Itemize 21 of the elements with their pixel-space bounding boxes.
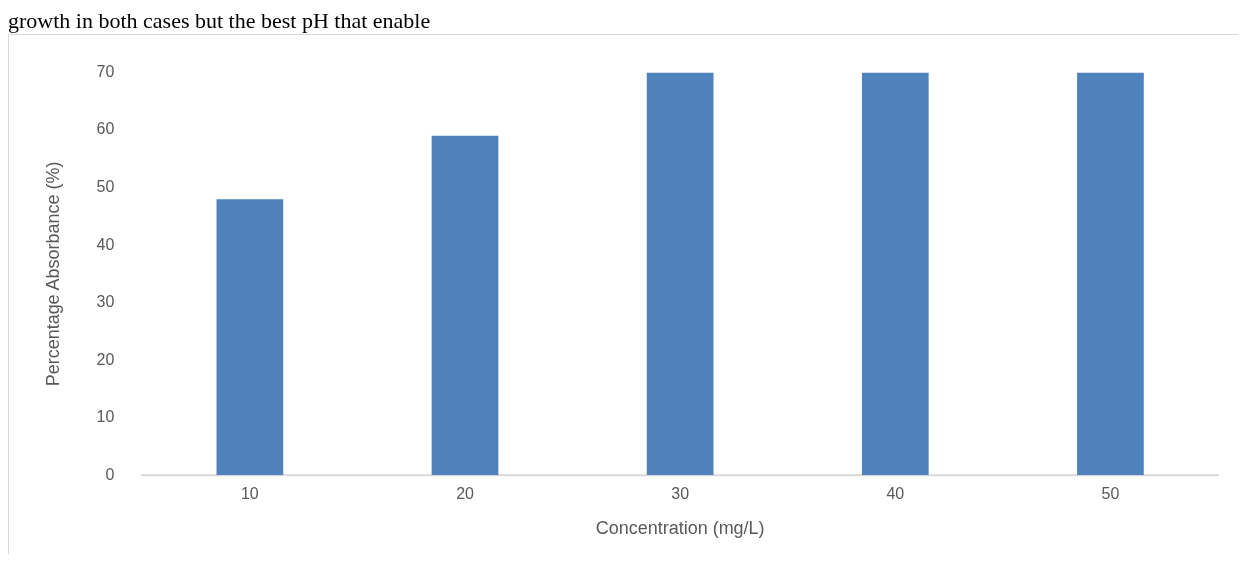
y-tick-label: 0 (105, 465, 115, 483)
x-tick-label: 50 (1101, 485, 1120, 503)
bar (861, 72, 929, 476)
y-tick-label: 50 (96, 178, 115, 196)
y-tick-label: 10 (96, 408, 115, 426)
y-tick-label: 70 (96, 62, 115, 80)
bar (431, 135, 499, 476)
x-tick-label: 20 (456, 485, 475, 503)
y-tick-label: 30 (96, 293, 115, 311)
y-tick-label: 60 (96, 120, 115, 138)
y-tick-label: 20 (96, 350, 115, 368)
x-tick-label: 30 (671, 485, 690, 503)
y-tick-label: 40 (96, 235, 115, 253)
text: growth in both cases but the best pH that enable (8, 8, 432, 34)
x-tick-label: 10 (240, 485, 259, 503)
bar (216, 199, 284, 476)
bar (1077, 72, 1144, 476)
x-tick-label: 40 (886, 485, 905, 503)
bar (646, 72, 714, 476)
y-axis-title: Percentage Absorbance (%) (42, 161, 63, 387)
x-axis-title: Concentration (mg/L) (595, 518, 765, 539)
